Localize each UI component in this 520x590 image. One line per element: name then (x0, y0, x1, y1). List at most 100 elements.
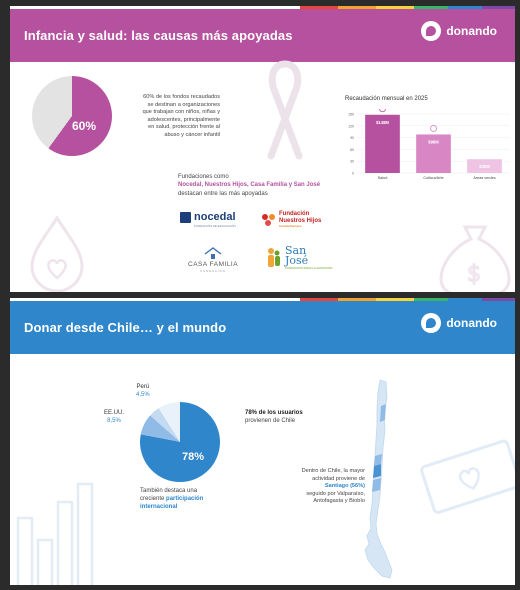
peru-pct: 4,5% (136, 392, 150, 399)
nocedal-logo-name: nocedal (194, 211, 236, 223)
family-icon (268, 247, 280, 267)
casa-familia-logo: CASA FAMILIA FUNDACIÓN (188, 246, 238, 273)
y-tick-label: 120 (348, 124, 354, 128)
x-category-label: Salud (378, 176, 388, 180)
chart-title: Recaudación mensual en 2025 (345, 96, 428, 102)
bar-data-label: $98M (428, 139, 439, 144)
users-rest: provienen de Chile (245, 418, 296, 425)
stripe-orange (338, 6, 376, 9)
svg-text:$: $ (467, 262, 481, 287)
health-icon (379, 109, 386, 113)
region-text: Dentro de Chile, la mayor actividad prov… (267, 468, 365, 506)
users-text: 78% de los usuarios provienen de Chile (245, 409, 303, 425)
users-bold: 78% de los usuarios (245, 410, 303, 416)
stripe-red (300, 6, 338, 9)
peru-label: Perú 4,5% (136, 383, 150, 399)
bar-2 (416, 134, 451, 173)
nocedal-logo-sub: FUNDACIÓN DE EDUCACIÓN (194, 224, 236, 228)
chile-map (364, 379, 393, 579)
donando-logo-icon (421, 21, 442, 41)
nocedal-logo: nocedal FUNDACIÓN DE EDUCACIÓN (180, 211, 236, 228)
bar-chart-decor-icon (16, 482, 94, 585)
bar-3 (467, 159, 502, 173)
san-jose-sub: FUNDACIÓN PARA LA ADOPCIÓN (285, 265, 333, 270)
bar-data-label: $148M (376, 120, 389, 125)
nuestros-hijos-line2: Nuestros Hijos (279, 217, 322, 224)
international-hl1: participación (166, 496, 204, 503)
nuestros-hijos-sub: #cuidarSiempre (279, 224, 302, 229)
stripe-purple (482, 298, 515, 301)
y-tick-label: 0 (352, 172, 354, 176)
funds-desc-line1: 60% de los fondos recaudados (143, 94, 220, 100)
x-category-label: Cultura/Arte (423, 176, 443, 180)
donando-logo-text: donando (446, 316, 497, 330)
casa-familia-name: CASA FAMILIA (188, 261, 239, 268)
foundations-outro: destacan entre las más apoyadas (178, 190, 268, 197)
casa-familia-sub: FUNDACIÓN (200, 269, 226, 273)
funds-desc-line2: se destinan a organizaciones (147, 101, 220, 108)
donando-logo: donando (421, 21, 497, 41)
foundations-names: Nocedal, Nuestros Hijos, Casa Familia y … (178, 182, 321, 189)
nocedal-logo-icon (180, 211, 191, 223)
region-line1: Dentro de Chile, la mayor (301, 468, 365, 474)
banknote-heart-icon (420, 439, 515, 514)
san-jose-line1: San (285, 244, 307, 257)
users-origin-pie-chart (140, 402, 220, 482)
funds-desc-line6: abuso y cáncer infantil (164, 131, 220, 138)
region-hl: Santiago (56%) (324, 483, 365, 490)
international-hl2: internacional (140, 504, 178, 511)
stripe-orange (338, 298, 376, 301)
funds-desc-line4: adolescentes, principalmente (147, 116, 220, 123)
slide-chile-mundo: Donar desde Chile… y el mundo donando 78… (10, 298, 515, 585)
nuestros-hijos-logo-icon (262, 213, 276, 226)
ribbon-icon (267, 60, 303, 160)
stripe-blue (448, 6, 482, 9)
slide-title: Infancia y salud: las causas más apoyada… (24, 28, 293, 43)
funds-pie-chart (32, 76, 112, 156)
y-tick-label: 30 (350, 160, 354, 164)
y-tick-label: 150 (348, 113, 354, 117)
house-icon (204, 247, 222, 259)
funds-pie-label: 60% (72, 119, 97, 133)
san-jose-logo: San José FUNDACIÓN PARA LA ADOPCIÓN (266, 244, 333, 270)
stripe-yellow (376, 298, 414, 301)
money-bag-icon: $ (439, 225, 511, 292)
international-text: También destaca una creciente participac… (140, 487, 203, 511)
nuestros-hijos-logo: Fundación Nuestros Hijos #cuidarSiempre (262, 211, 321, 228)
blood-drop-heart-icon (30, 215, 84, 292)
nuestros-hijos-line1: Fundación (279, 211, 310, 217)
peru-name: Perú (136, 384, 150, 390)
bar-1 (365, 114, 400, 173)
slide-infancia-salud: Infancia y salud: las causas más apoyada… (10, 6, 515, 292)
region-line2: actividad proviene de (312, 475, 365, 482)
stripe-green (414, 298, 448, 301)
bar-data-label: $35M (479, 164, 490, 169)
usa-pct: 8,5% (107, 418, 121, 425)
region-line3: seguido por Valparaíso, (306, 490, 365, 497)
slide-title: Donar desde Chile… y el mundo (24, 320, 227, 335)
stripe-green (414, 6, 448, 9)
usa-name: EE.UU. (104, 410, 125, 416)
stripe-yellow (376, 6, 414, 9)
international-line1: También destaca una (140, 488, 198, 494)
donando-logo-text: donando (446, 24, 497, 38)
foundations-intro: Fundaciones como (178, 174, 229, 180)
monthly-revenue-chart: 150 120 90 60 30 0 $148M Salud $98M Cultura/Arte $… (348, 109, 510, 180)
culture-icon (430, 125, 437, 132)
usa-label: EE.UU. 8,5% (104, 409, 124, 425)
international-line2: creciente (140, 496, 165, 503)
region-line4: Antofagasta y Biobío (313, 498, 365, 505)
funds-desc-line5: en salud, protección frente al (148, 124, 220, 131)
x-category-label: Áreas verdes (473, 176, 495, 180)
y-tick-label: 90 (350, 136, 354, 140)
foundations-text: Fundaciones como Nocedal, Nuestros Hijos… (178, 173, 320, 198)
y-tick-label: 60 (350, 148, 354, 152)
stripe-blue (448, 298, 482, 301)
stripe-purple (482, 6, 515, 9)
funds-description: 60% de los fondos recaudados se destinan… (120, 94, 220, 139)
donando-logo-icon (421, 313, 442, 333)
san-jose-line2: José (285, 253, 309, 267)
stripe-red (300, 298, 338, 301)
users-pie-label: 78% (182, 451, 205, 463)
funds-desc-line3: que trabajan con niños, niñas y (142, 109, 220, 116)
